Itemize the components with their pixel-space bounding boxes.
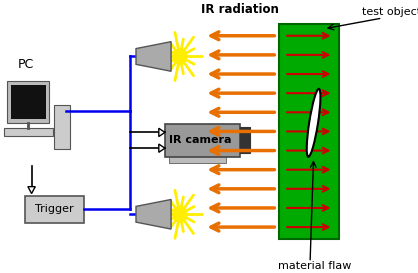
FancyBboxPatch shape <box>25 195 84 223</box>
FancyBboxPatch shape <box>3 129 53 136</box>
Text: IR radiation: IR radiation <box>201 3 278 16</box>
FancyBboxPatch shape <box>240 127 250 153</box>
Text: material flaw: material flaw <box>278 261 351 271</box>
Ellipse shape <box>307 89 321 157</box>
FancyBboxPatch shape <box>10 85 46 118</box>
Polygon shape <box>159 144 165 152</box>
Circle shape <box>173 49 187 64</box>
Text: PC: PC <box>18 58 34 71</box>
Circle shape <box>173 206 187 222</box>
Text: test object: test object <box>362 7 418 17</box>
Polygon shape <box>28 187 35 194</box>
FancyBboxPatch shape <box>165 123 240 157</box>
FancyBboxPatch shape <box>54 105 70 149</box>
FancyBboxPatch shape <box>169 157 227 163</box>
Polygon shape <box>159 128 165 136</box>
FancyBboxPatch shape <box>7 81 49 123</box>
FancyBboxPatch shape <box>279 24 339 239</box>
Text: Trigger: Trigger <box>35 204 74 214</box>
Polygon shape <box>136 200 171 229</box>
Polygon shape <box>136 42 171 71</box>
Text: IR camera: IR camera <box>169 135 232 145</box>
